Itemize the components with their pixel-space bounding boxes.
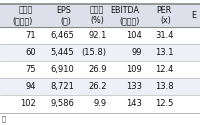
Text: 12.5: 12.5 xyxy=(155,100,174,108)
Text: 12.4: 12.4 xyxy=(155,65,174,74)
Text: 109: 109 xyxy=(126,65,142,74)
Text: 8,721: 8,721 xyxy=(50,82,74,91)
Text: 31.4: 31.4 xyxy=(155,31,174,40)
Text: 75: 75 xyxy=(25,65,36,74)
Text: 133: 133 xyxy=(126,82,142,91)
Text: 71: 71 xyxy=(25,31,36,40)
Text: 6,465: 6,465 xyxy=(50,31,74,40)
Text: 13.8: 13.8 xyxy=(155,82,174,91)
Text: EBITDA
(십억원): EBITDA (십억원) xyxy=(111,6,140,25)
Text: 증감률
(%): 증감률 (%) xyxy=(90,6,104,25)
Text: 99: 99 xyxy=(132,48,142,57)
Text: 주: 주 xyxy=(2,116,6,122)
Text: 6,910: 6,910 xyxy=(50,65,74,74)
Text: 60: 60 xyxy=(25,48,36,57)
Text: 26.2: 26.2 xyxy=(88,82,106,91)
Bar xyxy=(0,44,200,61)
Text: 102: 102 xyxy=(20,100,36,108)
Text: 9.9: 9.9 xyxy=(93,100,106,108)
Text: 94: 94 xyxy=(25,82,36,91)
Text: 26.9: 26.9 xyxy=(88,65,106,74)
Text: EPS
(원): EPS (원) xyxy=(56,6,71,25)
Text: PER
(x): PER (x) xyxy=(156,6,171,25)
Text: 5,445: 5,445 xyxy=(50,48,74,57)
Text: E: E xyxy=(191,11,196,20)
Text: 순이익
(십억원): 순이익 (십억원) xyxy=(13,6,33,25)
Text: 13.1: 13.1 xyxy=(155,48,174,57)
Bar xyxy=(0,4,200,27)
Text: 9,586: 9,586 xyxy=(50,100,74,108)
Text: 92.1: 92.1 xyxy=(88,31,106,40)
Text: 143: 143 xyxy=(126,100,142,108)
Bar xyxy=(0,78,200,95)
Text: 104: 104 xyxy=(126,31,142,40)
Text: (15.8): (15.8) xyxy=(81,48,106,57)
